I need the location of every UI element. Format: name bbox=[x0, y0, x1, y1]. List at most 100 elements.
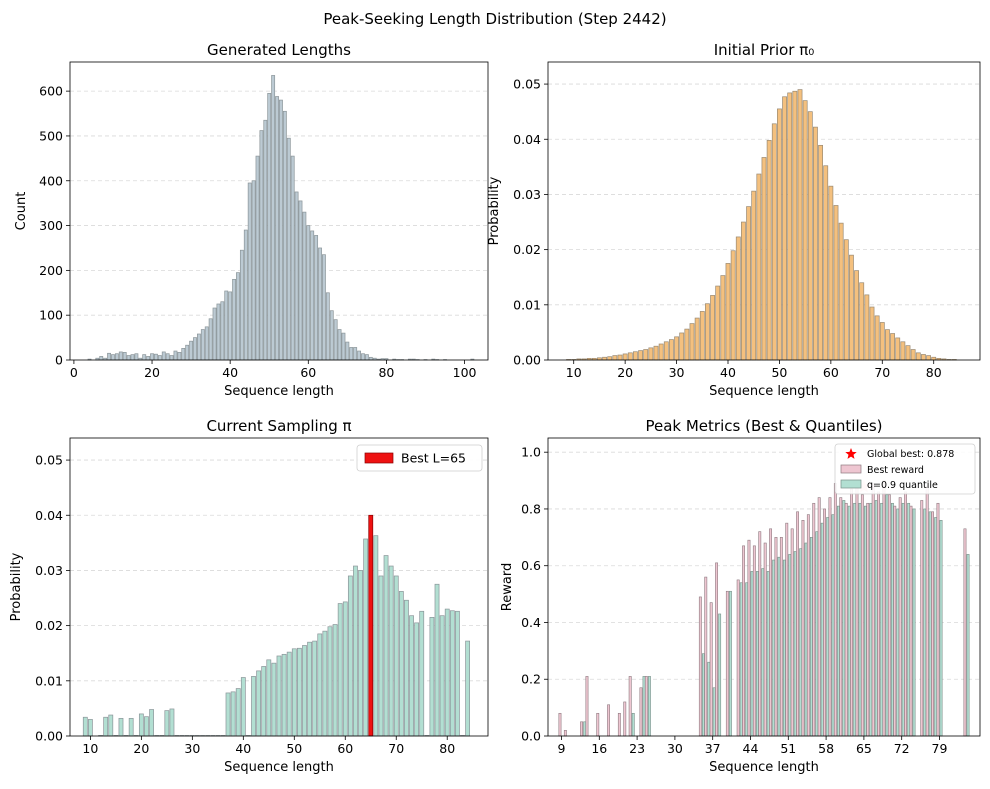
best-reward-bar bbox=[812, 502, 816, 737]
legend-box bbox=[356, 444, 483, 472]
panel-2: 10 20 30 40 50 60 70 80 0.00 0.01 0.02 0.03 0.04 0.05… bbox=[487, 41, 981, 399]
y-tick-label: 0.04 bbox=[35, 508, 63, 523]
bar bbox=[251, 676, 256, 737]
x-tick-label: 20 bbox=[144, 365, 160, 380]
bar bbox=[200, 329, 205, 361]
quantile-bar bbox=[847, 505, 851, 737]
y-tick-label: 100 bbox=[39, 308, 63, 323]
bar bbox=[388, 565, 394, 737]
bar bbox=[782, 96, 787, 361]
bar bbox=[465, 640, 470, 737]
x-tick-label: 20 bbox=[133, 741, 149, 756]
bar bbox=[885, 329, 890, 361]
bar bbox=[256, 670, 261, 737]
quantile-bar bbox=[782, 559, 786, 737]
quantile-bar bbox=[890, 502, 894, 737]
bar bbox=[807, 111, 813, 361]
y-tick-label: 0.01 bbox=[35, 673, 63, 688]
quantile-bar bbox=[826, 517, 830, 737]
legend-swatch-best-reward bbox=[840, 464, 862, 474]
quantile-bar bbox=[804, 542, 808, 737]
bar bbox=[228, 291, 233, 361]
bar bbox=[279, 99, 283, 361]
quantile-bar bbox=[728, 590, 732, 737]
bar bbox=[409, 615, 414, 737]
bar bbox=[236, 272, 240, 361]
bar bbox=[181, 347, 186, 361]
bar bbox=[444, 608, 450, 737]
bar bbox=[239, 249, 244, 361]
x-tick-label: 60 bbox=[337, 741, 353, 756]
y-axis-label: Count bbox=[14, 192, 29, 231]
axes-frame bbox=[547, 61, 981, 361]
bar bbox=[291, 648, 297, 737]
best-reward-bar bbox=[628, 676, 632, 737]
best-reward-bar bbox=[823, 508, 827, 737]
quantile-bar bbox=[750, 571, 754, 737]
bar bbox=[890, 333, 895, 361]
bar bbox=[302, 211, 307, 361]
bar bbox=[429, 617, 435, 737]
bar bbox=[926, 355, 931, 361]
bar bbox=[333, 319, 338, 361]
best-reward-bar bbox=[844, 502, 848, 737]
axes-frame bbox=[69, 61, 489, 361]
bar bbox=[146, 356, 151, 361]
bar bbox=[142, 354, 147, 361]
bar bbox=[317, 633, 323, 737]
bar bbox=[378, 575, 384, 737]
quantile-bar bbox=[793, 551, 797, 737]
best-reward-bar bbox=[898, 497, 902, 737]
best-reward-bar bbox=[742, 545, 746, 737]
best-reward-bar bbox=[790, 528, 794, 737]
bar bbox=[818, 144, 823, 361]
bar bbox=[318, 247, 322, 361]
bar bbox=[617, 354, 623, 361]
quantile-bar bbox=[901, 502, 905, 737]
bar bbox=[342, 601, 348, 737]
bar bbox=[854, 270, 859, 361]
x-tick-label: 79 bbox=[932, 741, 948, 756]
best-reward-bar bbox=[709, 602, 713, 737]
bar bbox=[643, 349, 649, 361]
bar bbox=[663, 341, 669, 361]
bar bbox=[735, 236, 741, 361]
bar bbox=[261, 666, 267, 737]
bar bbox=[134, 353, 139, 361]
bar bbox=[310, 230, 315, 361]
panel-3: 10 20 30 40 50 60 70 80 0.00 0.01 0.02 0.03 0.04 0.05… bbox=[9, 417, 489, 775]
bar bbox=[849, 254, 854, 361]
y-tick-label: 0 bbox=[55, 353, 63, 368]
bar bbox=[130, 354, 135, 361]
bar bbox=[364, 354, 369, 361]
best-reward-bar bbox=[887, 494, 891, 737]
x-tick-label: 16 bbox=[591, 741, 607, 756]
x-tick-label: 70 bbox=[874, 365, 890, 380]
subplot-title: Generated Lengths bbox=[207, 41, 351, 59]
best-reward-bar bbox=[871, 483, 875, 737]
legend-label-global-best: Global best: 0.878 bbox=[867, 449, 954, 460]
bar bbox=[259, 130, 264, 361]
x-tick-label: 51 bbox=[780, 741, 796, 756]
legend-swatch-best bbox=[364, 452, 394, 464]
bar bbox=[633, 351, 638, 361]
quantile-bar bbox=[966, 554, 970, 737]
quantile-bar bbox=[712, 687, 716, 737]
bar bbox=[730, 250, 736, 361]
legend: Global best: 0.878 Best reward q=0.9 quant… bbox=[834, 443, 976, 495]
y-tick-label: 0.4 bbox=[521, 615, 541, 630]
x-tick-label: 30 bbox=[667, 741, 683, 756]
bar bbox=[298, 200, 303, 361]
best-reward-bar bbox=[877, 491, 881, 737]
bar bbox=[267, 93, 272, 361]
y-tick-label: 200 bbox=[39, 263, 63, 278]
x-tick-label: 30 bbox=[669, 365, 685, 380]
quantile-bar bbox=[923, 508, 927, 737]
best-reward-bar bbox=[698, 596, 702, 737]
bar bbox=[710, 295, 715, 361]
bar bbox=[169, 355, 174, 361]
y-tick-label: 0.01 bbox=[513, 297, 541, 312]
legend-label-best-reward: Best reward bbox=[867, 465, 924, 476]
bar bbox=[197, 333, 201, 361]
best-reward-bar bbox=[866, 502, 870, 737]
